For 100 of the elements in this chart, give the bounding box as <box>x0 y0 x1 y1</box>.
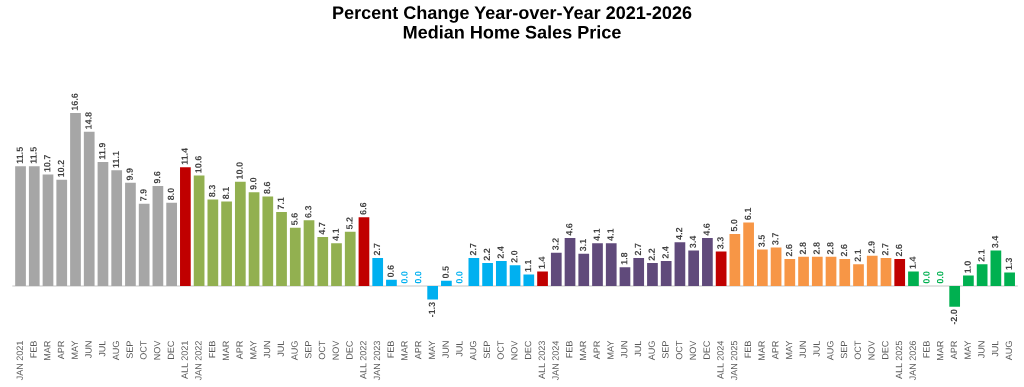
data-label: 3.2 <box>552 238 559 251</box>
bar <box>56 179 68 287</box>
x-tick-label: DEC <box>167 340 175 359</box>
bar <box>331 243 342 287</box>
data-label: 4.2 <box>675 227 683 240</box>
data-label: 9.9 <box>126 168 133 181</box>
x-tick-label: FEB <box>208 341 216 358</box>
bar <box>234 181 246 287</box>
bar <box>262 196 274 287</box>
data-label: 11.5 <box>16 147 23 164</box>
data-label: 0.0 <box>414 271 422 284</box>
bar <box>495 261 507 287</box>
x-tick-label: AUG <box>112 341 120 361</box>
bar <box>193 175 205 287</box>
x-tick-label: MAY <box>250 340 257 359</box>
bar <box>605 243 617 287</box>
x-tick-label: JAN 2021 <box>16 341 23 381</box>
bar <box>963 275 974 287</box>
bar <box>111 170 123 287</box>
data-label: 2.1 <box>978 249 985 262</box>
x-tick-label: MAY <box>785 340 793 359</box>
data-label: 8.0 <box>167 188 175 201</box>
x-tick-label: APR <box>772 341 779 360</box>
bar <box>344 231 356 287</box>
data-label: 2.8 <box>813 242 820 255</box>
x-tick-label: JUL <box>99 340 106 357</box>
x-tick-label: FEB <box>744 341 751 358</box>
data-label: 5.2 <box>346 217 353 230</box>
x-tick-label: NOV <box>332 340 339 360</box>
data-label: 10.0 <box>236 162 243 179</box>
x-tick-label: SEP <box>662 341 669 359</box>
bar <box>303 220 315 287</box>
x-tick-label: DEC <box>524 340 532 359</box>
chart-title: Percent Change Year-over-Year 2021-2026 Median Home Sales Price <box>333 5 692 39</box>
x-tick-label: OCT <box>318 340 326 360</box>
data-label: 2.9 <box>868 241 875 254</box>
bar <box>853 264 864 287</box>
bar <box>386 279 397 287</box>
bar <box>674 242 686 287</box>
x-tick-label: JUN <box>978 341 985 359</box>
bar <box>825 256 837 287</box>
data-label: 3.7 <box>772 232 779 245</box>
bar <box>592 243 603 287</box>
data-label: 16.6 <box>71 93 78 111</box>
bar <box>798 256 809 287</box>
data-label: 6.1 <box>744 207 752 220</box>
data-label: 3.5 <box>758 234 765 248</box>
data-label: 14.8 <box>85 112 92 129</box>
x-tick-label: ALL 2024 <box>717 340 724 379</box>
x-tick-label: MAR <box>401 341 408 360</box>
x-tick-label: JUN <box>85 341 92 359</box>
x-tick-label: JUN <box>442 341 449 359</box>
data-label: 2.1 <box>854 249 861 262</box>
bar <box>15 166 26 287</box>
data-label: 11.9 <box>98 142 106 160</box>
bar <box>276 212 287 287</box>
x-tick-label: JAN 2026 <box>909 341 916 381</box>
x-tick-label: SEP <box>126 341 133 359</box>
bar <box>317 237 329 287</box>
x-tick-label: APR <box>415 341 422 360</box>
data-label: 2.8 <box>799 242 806 255</box>
data-label: 4.6 <box>703 223 710 236</box>
data-label: 2.7 <box>373 243 381 256</box>
x-tick-label: MAR <box>222 341 229 360</box>
x-tick-label: APR <box>593 341 600 360</box>
data-label: 8.6 <box>263 181 271 194</box>
bar <box>427 286 439 300</box>
bar <box>83 131 95 287</box>
bar <box>660 261 672 287</box>
data-label: 9.6 <box>153 171 161 184</box>
bar <box>289 227 301 287</box>
bar <box>166 202 177 287</box>
data-label: 1.3 <box>1005 257 1013 270</box>
data-label: 11.1 <box>112 151 120 168</box>
data-label: 2.4 <box>662 246 669 259</box>
bar <box>248 192 260 287</box>
data-label: 6.6 <box>359 202 367 215</box>
x-tick-label: FEB <box>923 341 930 358</box>
bar <box>537 271 548 287</box>
data-label: 2.7 <box>634 243 642 256</box>
x-tick-label: FEB <box>566 341 573 358</box>
x-tick-label: JAN 2022 <box>195 341 202 381</box>
x-tick-label: APR <box>950 341 957 360</box>
bar <box>743 222 754 287</box>
x-tick-label: JUL <box>992 340 999 357</box>
data-label: 7.9 <box>140 189 147 201</box>
x-tick-label: JAN 2025 <box>730 341 738 381</box>
data-label: -1.3 <box>428 302 436 318</box>
bar <box>839 258 851 287</box>
bar <box>811 256 823 287</box>
bar <box>715 251 727 287</box>
data-label: 5.0 <box>730 219 738 232</box>
bar <box>702 238 713 287</box>
data-label: -2.0 <box>950 309 958 325</box>
bar <box>125 182 136 287</box>
x-tick-label: JUL <box>277 340 284 357</box>
x-tick-label: OCT <box>854 340 861 360</box>
bar <box>756 249 768 287</box>
x-tick-label: MAY <box>607 340 614 359</box>
data-label: 2.6 <box>785 244 793 257</box>
